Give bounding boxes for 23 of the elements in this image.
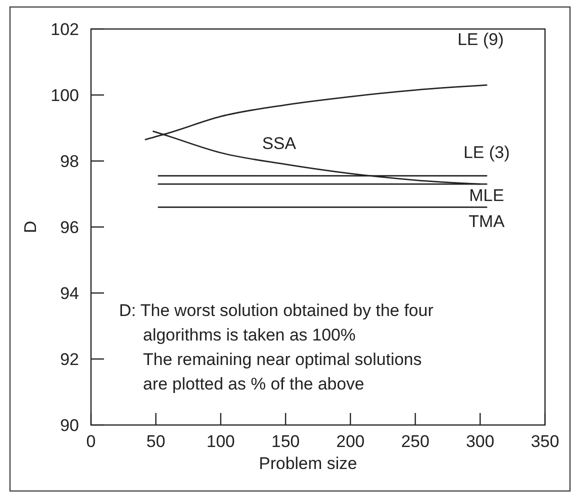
y-tick-label: 94 — [60, 284, 79, 303]
x-tick-label: 250 — [401, 432, 430, 451]
x-tick-label: 0 — [86, 432, 96, 451]
x-tick-label: 150 — [271, 432, 300, 451]
y-tick-label: 100 — [50, 86, 79, 105]
y-tick-label: 102 — [50, 20, 79, 39]
x-axis-title: Problem size — [258, 454, 358, 473]
y-tick-label: 96 — [60, 218, 79, 237]
x-tick-label: 300 — [466, 432, 494, 451]
x-tick-label: 350 — [530, 432, 560, 451]
series-label: TMA — [468, 212, 506, 232]
text: LE (9) — [457, 30, 504, 50]
x-tick-label: 100 — [206, 432, 235, 451]
series-label: SSA — [262, 134, 297, 154]
x-tick-label: 50 — [146, 432, 166, 451]
y-axis-title: D — [21, 220, 40, 234]
series-label: LE (3) — [463, 142, 510, 162]
series-label: MLE — [469, 186, 504, 206]
annotation: D: The worst solution obtained by the four algorithms is taken as 100% The remaining near optimal solutions are plotted as % of the above — [119, 301, 434, 394]
y-tick-label: 92 — [60, 350, 79, 369]
x-tick-label: 200 — [336, 432, 365, 451]
y-tick-label: 98 — [60, 152, 79, 171]
y-tick-label: 90 — [60, 416, 79, 435]
